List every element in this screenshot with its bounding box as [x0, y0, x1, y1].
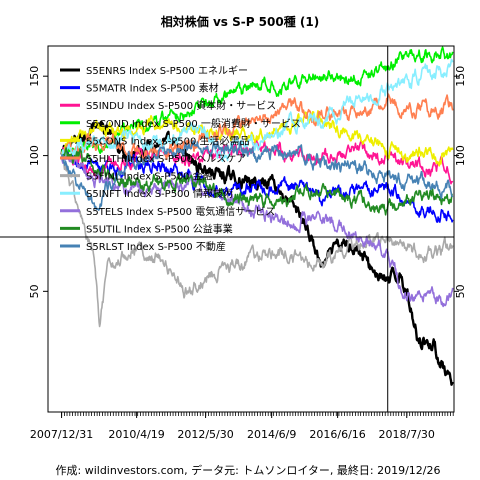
y-tick-label-left: 150	[28, 66, 41, 87]
y-tick-label-left: 50	[28, 284, 41, 298]
legend-label: S5MATR Index S-P500 素材	[86, 82, 219, 95]
x-tick-label: 2018/7/30	[379, 428, 435, 441]
x-tick-label: 2016/6/16	[309, 428, 365, 441]
legend-label: S5UTIL Index S-P500 公益事業	[86, 222, 233, 235]
y-tick-label-right: 100	[454, 145, 467, 166]
y-tick-label-right: 150	[454, 66, 467, 87]
y-tick-label-left: 100	[28, 145, 41, 166]
x-tick-label: 2007/12/31	[30, 428, 93, 441]
plot-frame	[47, 45, 455, 413]
legend: S5ENRS Index S-P500 エネルギー S5MATR Index S-…	[60, 65, 301, 253]
legend-label: S5CONS Index S-P500 生活必需品	[86, 134, 250, 147]
axes: 50 50 100 100 150 150 2007/12/31 2010/4/19 2012/…	[28, 66, 467, 441]
legend-label: S5RLST Index S-P500 不動産	[86, 240, 226, 253]
legend-label: S5INDU Index S-P500 資本財・サービス	[86, 99, 276, 112]
chart-title: 相対株価 vs S-P 500種 (1)	[161, 14, 319, 29]
legend-label: S5INFT Index S-P500 情報技術	[86, 187, 233, 200]
legend-label: S5TELS Index S-P500 電気通信サービス	[86, 205, 275, 218]
legend-label: S5FINL Index S-P500 金融	[86, 170, 213, 183]
x-tick-label: 2010/4/19	[108, 428, 164, 441]
y-tick-label-right: 50	[454, 284, 467, 298]
x-tick-label: 2014/6/9	[247, 428, 296, 441]
legend-label: S5COND Index S-P500 一般消費財・サービス	[86, 117, 301, 130]
x-tick-label: 2012/5/30	[177, 428, 233, 441]
chart-caption: 作成: wildinvestors.com, データ元: トムソンロイター, 最…	[56, 463, 441, 477]
legend-label: S5HLTH Index S-P500 ヘルスケア	[86, 153, 246, 165]
crosshair	[0, 46, 454, 412]
legend-label: S5ENRS Index S-P500 エネルギー	[86, 65, 248, 77]
